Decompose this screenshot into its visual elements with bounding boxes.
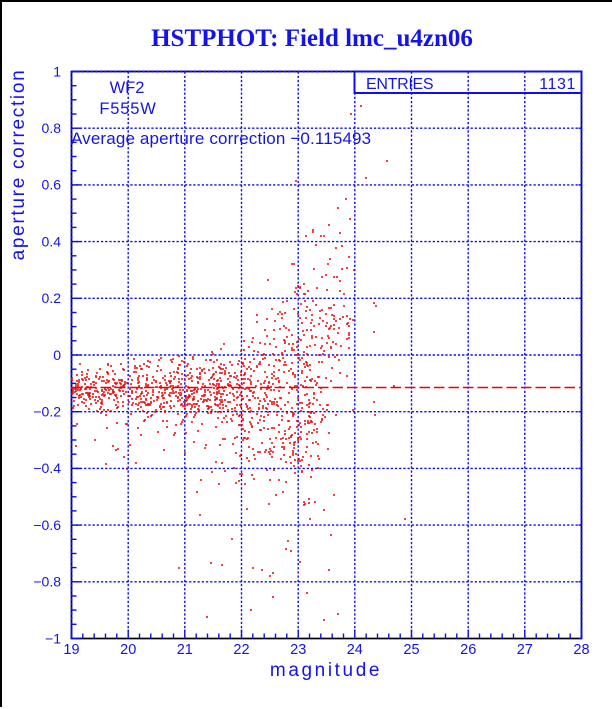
svg-text:20: 20 (120, 642, 136, 658)
svg-text:1: 1 (53, 63, 61, 79)
svg-text:F555W: F555W (99, 100, 156, 118)
svg-text:23: 23 (290, 642, 306, 658)
svg-text:19: 19 (63, 642, 79, 658)
svg-text:−0.2: −0.2 (33, 404, 61, 420)
svg-text:HSTPHOT: Field lmc_u4zn06: HSTPHOT: Field lmc_u4zn06 (151, 25, 473, 52)
svg-text:25: 25 (403, 642, 419, 658)
svg-text:aperture correction: aperture correction (8, 69, 29, 261)
svg-text:ENTRIES: ENTRIES (366, 76, 433, 93)
svg-text:1131: 1131 (539, 76, 576, 93)
svg-text:28: 28 (573, 642, 589, 658)
svg-text:−0.4: −0.4 (33, 460, 61, 476)
svg-text:WF2: WF2 (110, 79, 145, 97)
svg-text:−1: −1 (45, 630, 61, 646)
svg-text:0.6: 0.6 (42, 177, 62, 193)
svg-text:0.8: 0.8 (42, 120, 62, 136)
svg-text:22: 22 (233, 642, 249, 658)
svg-text:−0.6: −0.6 (33, 517, 61, 533)
svg-text:26: 26 (460, 642, 476, 658)
svg-text:21: 21 (177, 642, 193, 658)
svg-text:0.2: 0.2 (42, 290, 62, 306)
svg-text:0: 0 (53, 347, 61, 363)
svg-text:0.4: 0.4 (42, 233, 62, 249)
svg-text:Average aperture correction −0: Average aperture correction −0.115493 (71, 129, 371, 148)
svg-text:magnitude: magnitude (270, 660, 382, 681)
svg-text:27: 27 (517, 642, 533, 658)
svg-text:−0.8: −0.8 (33, 574, 61, 590)
svg-text:24: 24 (347, 642, 363, 658)
